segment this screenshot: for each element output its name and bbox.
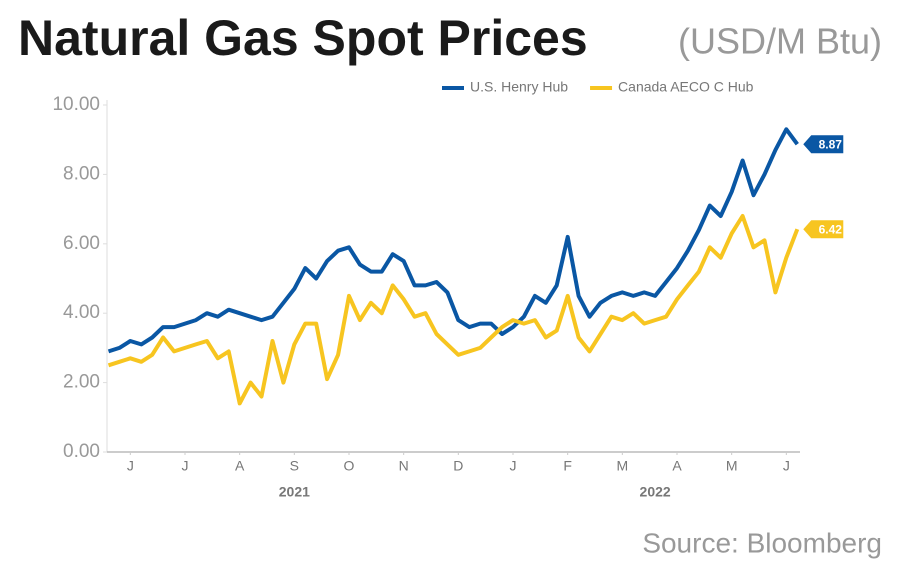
x-tick-label: N (399, 458, 409, 474)
legend-label: U.S. Henry Hub (470, 79, 568, 95)
end-label: 8.87 (819, 137, 843, 151)
end-label-box (803, 220, 844, 239)
x-tick-label: S (290, 458, 299, 474)
x-tick-label: M (726, 458, 738, 474)
y-tick-label: 4.00 (63, 302, 100, 323)
y-tick-label: 8.00 (63, 163, 100, 184)
x-tick-label: J (127, 458, 134, 474)
x-tick-label: J (783, 458, 790, 474)
source: Source: Bloomberg (642, 527, 882, 558)
chart-title: Natural Gas Spot Prices (18, 10, 588, 66)
x-tick-label: M (616, 458, 628, 474)
series-line (107, 127, 799, 354)
end-label: 6.42 (819, 222, 843, 236)
x-tick-label: A (235, 458, 245, 474)
x-tick-label: J (510, 458, 517, 474)
y-tick-label: 6.00 (63, 233, 100, 254)
end-label-box (803, 135, 844, 154)
x-tick-label: J (182, 458, 189, 474)
year-label: 2021 (279, 484, 310, 500)
x-tick-label: A (672, 458, 682, 474)
y-tick-label: 2.00 (63, 372, 100, 393)
series-line (107, 214, 800, 406)
x-tick-label: F (563, 458, 572, 474)
legend-label: Canada AECO C Hub (618, 79, 754, 95)
y-tick-label: 10.00 (52, 94, 100, 115)
y-tick-label: 0.00 (63, 441, 100, 462)
year-label: 2022 (640, 484, 671, 500)
x-tick-label: D (453, 458, 463, 474)
chart-subtitle: (USD/M Btu) (678, 21, 882, 62)
x-tick-label: O (344, 458, 355, 474)
